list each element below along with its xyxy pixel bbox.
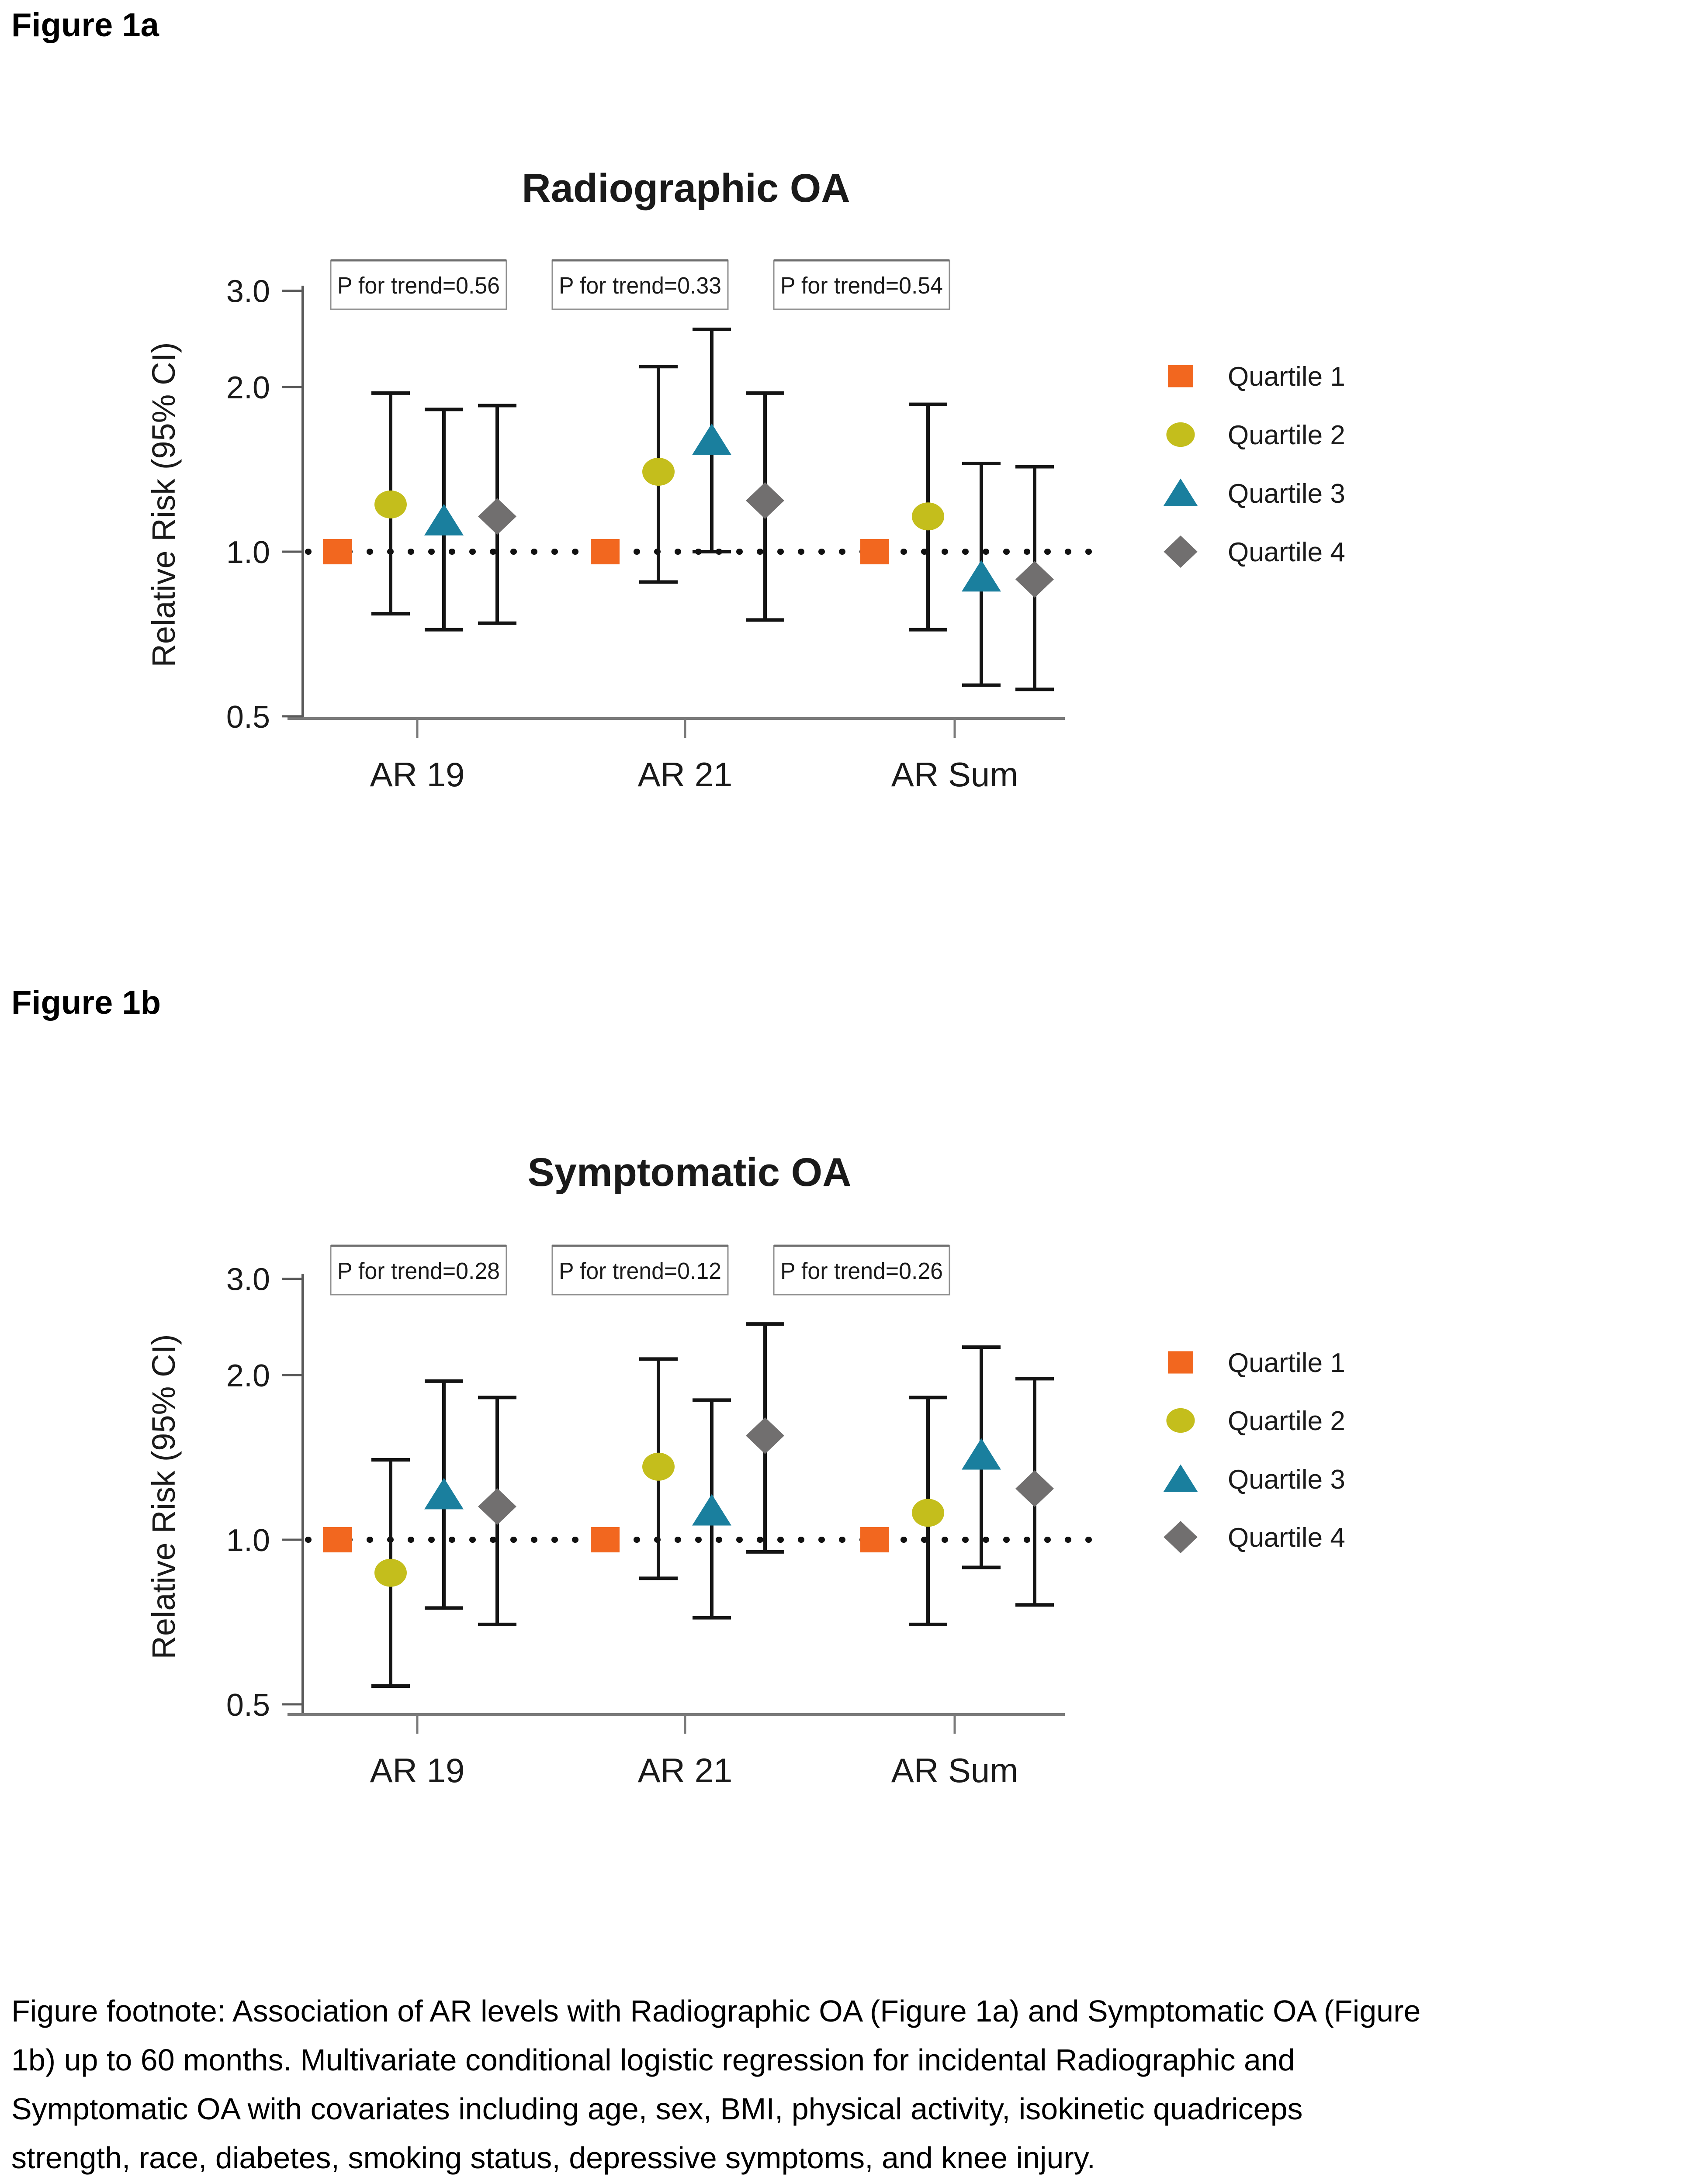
p-for-trend-box <box>551 1245 729 1296</box>
y-axis-title: Relative Risk (95% CI) <box>145 342 182 667</box>
marker-quartile-2-ar-19 <box>374 490 407 518</box>
marker-quartile-4-ar-21 <box>746 1417 784 1454</box>
footnote-line: Symptomatic OA with covariates including… <box>11 2092 1303 2126</box>
legend-label: Quartile 3 <box>1228 1465 1345 1495</box>
p-for-trend-box <box>330 1245 507 1296</box>
x-category-label: AR 19 <box>370 755 465 794</box>
p-for-trend-label: P for trend=0.54 <box>780 273 943 299</box>
legend-square-icon <box>1167 365 1194 387</box>
marker-quartile-3-ar-21 <box>692 423 731 455</box>
legend-diamond-icon <box>1164 1521 1198 1553</box>
marker-quartile-1-ar-sum <box>860 1527 889 1552</box>
legend-label: Quartile 4 <box>1228 1523 1345 1553</box>
y-tick-label: 3.0 <box>226 274 270 309</box>
footnote-line: Abbreviations: AR (alkylresorcinol). <box>11 2182 1698 2184</box>
marker-quartile-1-ar-21 <box>591 539 620 564</box>
x-category-label: AR 19 <box>370 1751 465 1790</box>
footnote-line: strength, race, diabetes, smoking status… <box>11 2141 1096 2175</box>
chart-title: Radiographic OA <box>522 166 850 211</box>
x-category-label: AR 21 <box>638 755 733 794</box>
marker-quartile-4-ar-19 <box>478 1488 516 1525</box>
legend-label: Quartile 1 <box>1228 1348 1345 1378</box>
x-category-label: AR Sum <box>891 1751 1018 1790</box>
legend-circle-icon <box>1166 1408 1195 1433</box>
chart-title: Symptomatic OA <box>527 1150 851 1195</box>
marker-quartile-4-ar-21 <box>746 482 784 519</box>
legend-triangle-icon <box>1163 1464 1198 1492</box>
p-for-trend-box <box>330 259 507 310</box>
marker-quartile-3-ar-19 <box>424 1478 464 1510</box>
marker-quartile-4-ar-sum <box>1015 1470 1054 1507</box>
legend-label: Quartile 3 <box>1228 479 1345 509</box>
marker-quartile-1-ar-sum <box>860 539 889 564</box>
legend-triangle-icon <box>1163 478 1198 506</box>
y-axis-title: Relative Risk (95% CI) <box>145 1334 182 1659</box>
y-tick-label: 3.0 <box>226 1262 270 1297</box>
marker-quartile-3-ar-sum <box>962 560 1001 592</box>
marker-quartile-2-ar-21 <box>642 458 675 486</box>
legend-circle-icon <box>1166 422 1195 447</box>
p-for-trend-label: P for trend=0.12 <box>559 1258 721 1284</box>
symptomatic-oa-forest-plot: Symptomatic OA Relative Risk (95% CI) 3.0 2… <box>145 1150 1345 1790</box>
marker-quartile-1-ar-19 <box>323 539 352 564</box>
marker-quartile-3-ar-19 <box>424 504 464 536</box>
y-tick-label: 0.5 <box>226 1688 270 1723</box>
marker-quartile-4-ar-19 <box>478 498 516 535</box>
marker-quartile-1-ar-19 <box>323 1527 352 1552</box>
y-tick-label: 2.0 <box>226 370 270 405</box>
legend-label: Quartile 2 <box>1228 1406 1345 1436</box>
legend-label: Quartile 2 <box>1228 420 1345 450</box>
marker-quartile-1-ar-21 <box>591 1527 620 1552</box>
radiographic-oa-forest-plot: Radiographic OA Relative Risk (95% CI) 3.0… <box>145 166 1345 794</box>
figure-1b-label: Figure 1b <box>11 984 161 1021</box>
p-for-trend-box <box>551 259 729 310</box>
marker-quartile-3-ar-21 <box>692 1494 731 1526</box>
marker-quartile-4-ar-sum <box>1015 561 1054 598</box>
footnote-line: Figure footnote: Association of AR level… <box>11 1994 1421 2028</box>
p-for-trend-label: P for trend=0.56 <box>337 273 500 299</box>
x-category-label: AR Sum <box>891 755 1018 794</box>
y-tick-label: 1.0 <box>226 535 270 570</box>
legend-label: Quartile 4 <box>1228 537 1345 567</box>
y-tick-label: 2.0 <box>226 1358 270 1393</box>
marker-quartile-2-ar-sum <box>912 1499 944 1527</box>
footnote-line: 1b) up to 60 months. Multivariate condit… <box>11 2043 1295 2077</box>
y-tick-label: 1.0 <box>226 1523 270 1558</box>
legend-label: Quartile 1 <box>1228 362 1345 392</box>
marker-quartile-2-ar-sum <box>912 502 944 531</box>
p-for-trend-box <box>773 259 950 310</box>
legend-square-icon <box>1167 1351 1194 1374</box>
figure-footnote: Figure footnote: Association of AR level… <box>11 1987 1698 2184</box>
marker-quartile-3-ar-sum <box>962 1438 1001 1470</box>
p-for-trend-box <box>773 1245 950 1296</box>
x-category-label: AR 21 <box>638 1751 733 1790</box>
marker-quartile-2-ar-19 <box>374 1559 407 1587</box>
p-for-trend-label: P for trend=0.26 <box>780 1258 943 1284</box>
figure-1a-label: Figure 1a <box>11 7 159 44</box>
p-for-trend-label: P for trend=0.33 <box>559 273 721 299</box>
legend-diamond-icon <box>1164 536 1198 568</box>
marker-quartile-2-ar-21 <box>642 1452 675 1481</box>
p-for-trend-label: P for trend=0.28 <box>337 1258 500 1284</box>
y-tick-label: 0.5 <box>226 700 270 735</box>
